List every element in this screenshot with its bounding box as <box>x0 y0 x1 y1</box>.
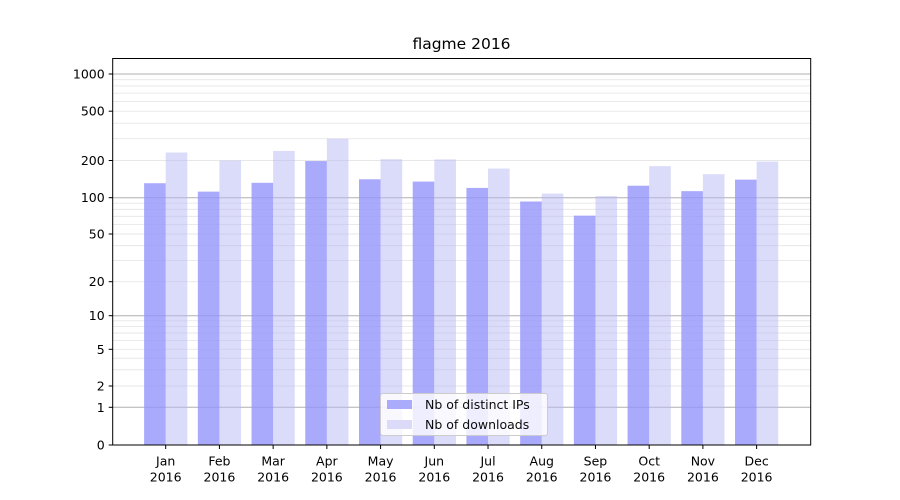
x-tick-label-year: 2016 <box>257 470 289 485</box>
legend: Nb of distinct IPs Nb of downloads <box>380 393 548 436</box>
legend-swatch-downloads <box>387 420 412 429</box>
bar-distinct-ips-nov <box>681 191 703 445</box>
y-tick-label: 0 <box>97 438 105 453</box>
x-tick-label-year: 2016 <box>365 470 397 485</box>
x-tick-label-year: 2016 <box>741 470 773 485</box>
legend-label-downloads: Nb of downloads <box>425 417 530 432</box>
x-tick-label-year: 2016 <box>580 470 612 485</box>
x-tick-label-month: Mar <box>261 454 285 469</box>
y-tick-label: 500 <box>81 104 105 119</box>
bar-downloads-oct <box>649 166 671 445</box>
x-tick-label-year: 2016 <box>311 470 343 485</box>
bar-downloads-nov <box>702 174 725 445</box>
bar-distinct-ips-oct <box>627 185 650 445</box>
bar-distinct-ips-apr <box>305 161 327 446</box>
bar-distinct-ips-feb <box>197 191 220 445</box>
y-tick-label: 5 <box>97 342 105 357</box>
legend-item-downloads: Nb of downloads <box>387 418 547 431</box>
y-tick-label: 1000 <box>73 67 105 82</box>
y-tick-label: 1 <box>97 400 105 415</box>
bar-distinct-ips-jan <box>144 183 166 445</box>
bar-downloads-jul <box>488 168 510 445</box>
y-tick-label: 50 <box>89 227 105 242</box>
legend-item-distinct-ips: Nb of distinct IPs <box>387 398 547 411</box>
y-tick-label: 2 <box>97 379 105 394</box>
bar-downloads-jan <box>165 152 188 445</box>
y-tick-label: 100 <box>81 190 105 205</box>
bar-downloads-aug <box>541 193 564 445</box>
x-tick-label-year: 2016 <box>150 470 182 485</box>
bar-distinct-ips-jun <box>412 181 435 445</box>
x-tick-label-year: 2016 <box>418 470 450 485</box>
x-tick-label-month: Feb <box>208 454 230 469</box>
bar-downloads-apr <box>326 138 349 445</box>
x-tick-label-year: 2016 <box>633 470 665 485</box>
bar-distinct-ips-jul <box>466 187 489 446</box>
bar-downloads-feb <box>219 160 242 445</box>
bar-downloads-dec <box>756 161 779 445</box>
bar-downloads-sep <box>595 196 618 445</box>
x-tick-label-month: Jun <box>424 454 445 469</box>
x-tick-label-year: 2016 <box>204 470 236 485</box>
legend-swatch-distinct-ips <box>387 400 412 409</box>
bar-downloads-may <box>380 159 403 446</box>
y-tick-label: 200 <box>81 153 105 168</box>
x-tick-label-year: 2016 <box>472 470 504 485</box>
x-tick-label-month: Oct <box>638 454 660 469</box>
bar-distinct-ips-sep <box>573 215 596 445</box>
x-tick-label-month: Jul <box>479 454 495 469</box>
x-tick-label-month: May <box>368 454 394 469</box>
bar-distinct-ips-aug <box>520 201 542 445</box>
legend-label-distinct-ips: Nb of distinct IPs <box>425 397 530 412</box>
y-tick-label: 10 <box>89 308 105 323</box>
x-tick-label-month: Sep <box>584 454 608 469</box>
bar-distinct-ips-may <box>358 179 381 445</box>
bar-downloads-jun <box>434 159 456 445</box>
bar-distinct-ips-mar <box>251 182 274 446</box>
bar-distinct-ips-dec <box>735 179 757 445</box>
x-tick-label-month: Aug <box>530 454 554 469</box>
x-tick-label-year: 2016 <box>526 470 558 485</box>
y-tick-label: 20 <box>89 274 105 289</box>
x-tick-label-month: Dec <box>745 454 769 469</box>
x-tick-label-month: Jan <box>155 454 175 469</box>
x-tick-label-month: Nov <box>691 454 716 469</box>
x-tick-label-year: 2016 <box>687 470 719 485</box>
bar-downloads-mar <box>273 150 295 446</box>
chart-title: flagme 2016 <box>412 35 511 53</box>
x-tick-label-month: Apr <box>316 454 338 469</box>
plot-border <box>112 58 812 446</box>
